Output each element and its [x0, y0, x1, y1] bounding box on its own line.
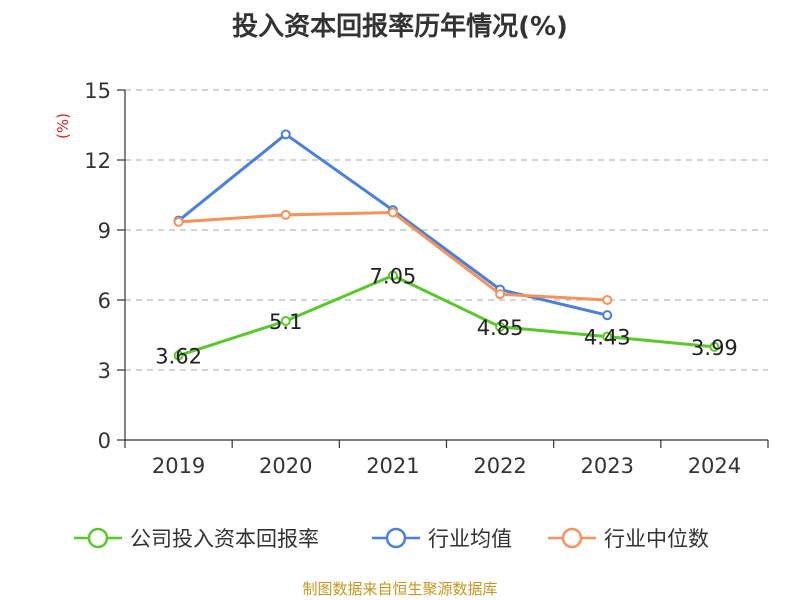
data-point: [387, 270, 398, 281]
data-point: [602, 331, 613, 342]
legend-line-marker-icon: [74, 527, 122, 549]
data-point: [280, 316, 291, 326]
x-tick-label: 2020: [259, 454, 312, 478]
data-label: 5.1: [269, 310, 302, 334]
chart-title: 投入资本回报率历年情况(%): [232, 12, 568, 42]
data-label: 4.43: [584, 326, 631, 350]
x-tick-label: 2024: [688, 454, 741, 478]
y-tick-label: 6: [98, 289, 111, 313]
legend-line-marker-icon: [548, 527, 596, 549]
y-tick-label: 3: [98, 359, 111, 383]
data-point: [280, 129, 291, 140]
y-tick-label: 12: [84, 149, 111, 173]
data-point: [709, 341, 720, 352]
legend-label-industry-mean: 行业均值: [428, 527, 512, 551]
data-point: [173, 216, 184, 227]
legend-item-company[interactable]: 公司投入资本回报率: [72, 520, 319, 556]
series-line: [177, 274, 716, 358]
data-point: [495, 321, 506, 332]
data-label: 3.62: [155, 345, 202, 369]
data-label: 7.05: [370, 265, 417, 289]
chart-legend: 公司投入资本回报率 行业均值 行业中位数: [0, 520, 800, 556]
x-tick-label: 2021: [366, 454, 419, 478]
legend-label-company: 公司投入资本回报率: [130, 527, 319, 551]
legend-item-industry-mean[interactable]: 行业均值: [370, 520, 512, 556]
y-axis-label: (%): [54, 113, 72, 139]
x-tick-label: 2023: [581, 454, 634, 478]
data-label: 3.99: [691, 336, 738, 360]
y-tick-label: 0: [98, 429, 111, 453]
y-tick-label: 9: [98, 219, 111, 243]
data-point: [602, 310, 613, 321]
legend-item-industry-median[interactable]: 行业中位数: [546, 520, 709, 556]
x-tick-label: 2022: [473, 454, 526, 478]
data-point: [173, 350, 184, 361]
source-note: 制图数据来自恒生聚源数据库: [302, 580, 498, 598]
data-point: [280, 209, 291, 220]
legend-label-industry-median: 行业中位数: [604, 527, 709, 551]
x-tick-label: 2019: [152, 454, 205, 478]
legend-line-marker-icon: [372, 527, 420, 549]
line-chart: (%) 0 3 6 9 12 15 2019 2020 2021 2022 2023 2024 3.62…: [54, 79, 769, 478]
data-point: [602, 295, 613, 305]
y-tick-label: 15: [84, 79, 111, 103]
data-label: 4.85: [477, 316, 524, 340]
data-point: [387, 207, 398, 218]
data-point: [495, 289, 506, 300]
